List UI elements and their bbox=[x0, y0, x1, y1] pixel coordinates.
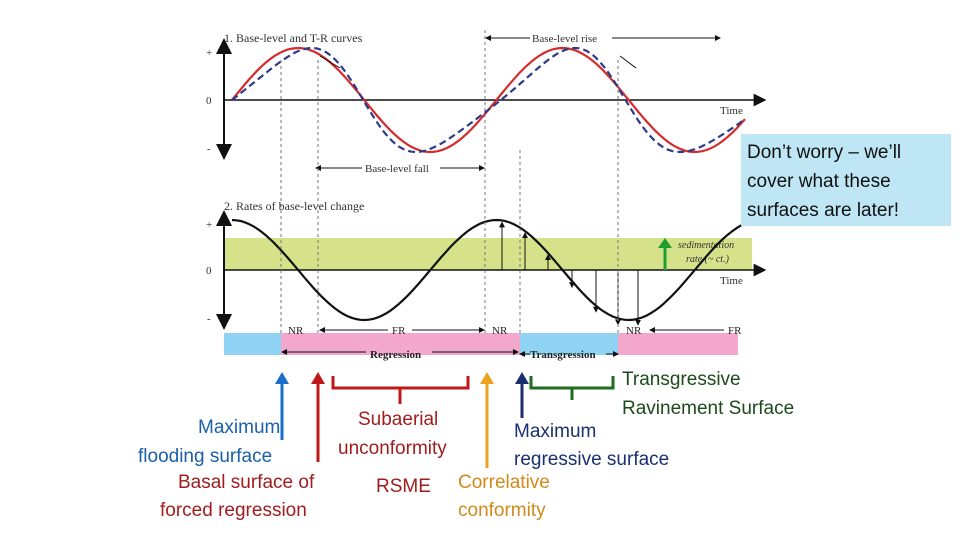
panel2-y-plus: + bbox=[206, 219, 212, 231]
label-su-1: Subaerial bbox=[358, 409, 439, 430]
rate-curve bbox=[231, 218, 746, 322]
label-mrs-1: Maximum bbox=[514, 421, 597, 442]
label-fr-1: FR bbox=[392, 325, 406, 337]
panel2-title: 2. Rates of base-level change bbox=[224, 199, 364, 213]
sedimentation-arrowhead-icon bbox=[658, 238, 672, 248]
panel-rates-of-change: 2. Rates of base-level change + 0 - Time… bbox=[206, 199, 767, 330]
surface-pointers bbox=[275, 372, 615, 468]
label-nr-1: NR bbox=[288, 325, 304, 337]
sedimentation-label-1: sedimentation bbox=[678, 240, 734, 251]
tr-bar: NR FR NR NR FR Regression Transgression bbox=[224, 325, 742, 361]
pointer-line-2 bbox=[619, 55, 637, 69]
t-r-curve bbox=[231, 46, 746, 154]
base-level-fall-label: Base-level fall bbox=[365, 163, 429, 175]
panel2-time-label: Time bbox=[720, 275, 743, 287]
panel1-title: 1. Base-level and T-R curves bbox=[224, 31, 363, 45]
cc-arrowhead-icon bbox=[480, 372, 494, 384]
label-cc-2: conformity bbox=[458, 500, 546, 521]
mfs-arrowhead-icon bbox=[275, 372, 289, 384]
label-trs-2: Ravinement Surface bbox=[622, 398, 795, 419]
label-mfs-1: Maximum bbox=[198, 417, 281, 438]
panel1-y-plus: + bbox=[206, 47, 212, 59]
label-trs-1: Transgressive bbox=[622, 369, 741, 390]
label-nr-3: NR bbox=[626, 325, 642, 337]
bar-cyan-2 bbox=[520, 333, 618, 355]
base-level-rise-label: Base-level rise bbox=[532, 33, 597, 45]
label-nr-2: NR bbox=[492, 325, 508, 337]
sedimentation-band bbox=[224, 238, 752, 270]
label-transgression: Transgression bbox=[530, 349, 596, 361]
label-su-2: unconformity bbox=[338, 438, 447, 459]
label-cc-1: Correlative bbox=[458, 472, 550, 493]
panel1-y-minus: - bbox=[207, 143, 211, 155]
callout-note: Don’t worry – we’ll cover what these sur… bbox=[741, 134, 951, 226]
bsfr-arrowhead-icon bbox=[311, 372, 325, 384]
label-regression: Regression bbox=[370, 349, 421, 361]
label-fr-2: FR bbox=[728, 325, 742, 337]
bar-pink-regression bbox=[281, 333, 520, 355]
panel2-y-zero: 0 bbox=[206, 265, 212, 277]
label-bsfr-1: Basal surface of bbox=[178, 472, 315, 493]
mrs-arrowhead-icon bbox=[515, 372, 529, 384]
label-mfs-2: flooding surface bbox=[138, 446, 273, 467]
sedimentation-label-2: rate (~ ct.) bbox=[686, 254, 730, 265]
guide-lines bbox=[280, 30, 619, 350]
bar-pink-2 bbox=[618, 333, 738, 355]
panel1-y-zero: 0 bbox=[206, 95, 212, 107]
label-bsfr-2: forced regression bbox=[160, 500, 307, 521]
panel-base-level-curves: 1. Base-level and T-R curves + 0 - Time … bbox=[206, 31, 767, 175]
pointer-line-1 bbox=[319, 55, 341, 69]
label-rsme: RSME bbox=[376, 476, 431, 497]
panel1-time-label: Time bbox=[720, 105, 743, 117]
panel2-y-minus: - bbox=[207, 313, 211, 325]
label-mrs-2: regressive surface bbox=[514, 449, 670, 470]
su-bracket-icon bbox=[331, 376, 470, 404]
trs-bracket-icon bbox=[529, 376, 615, 400]
bar-cyan-1 bbox=[224, 333, 281, 355]
